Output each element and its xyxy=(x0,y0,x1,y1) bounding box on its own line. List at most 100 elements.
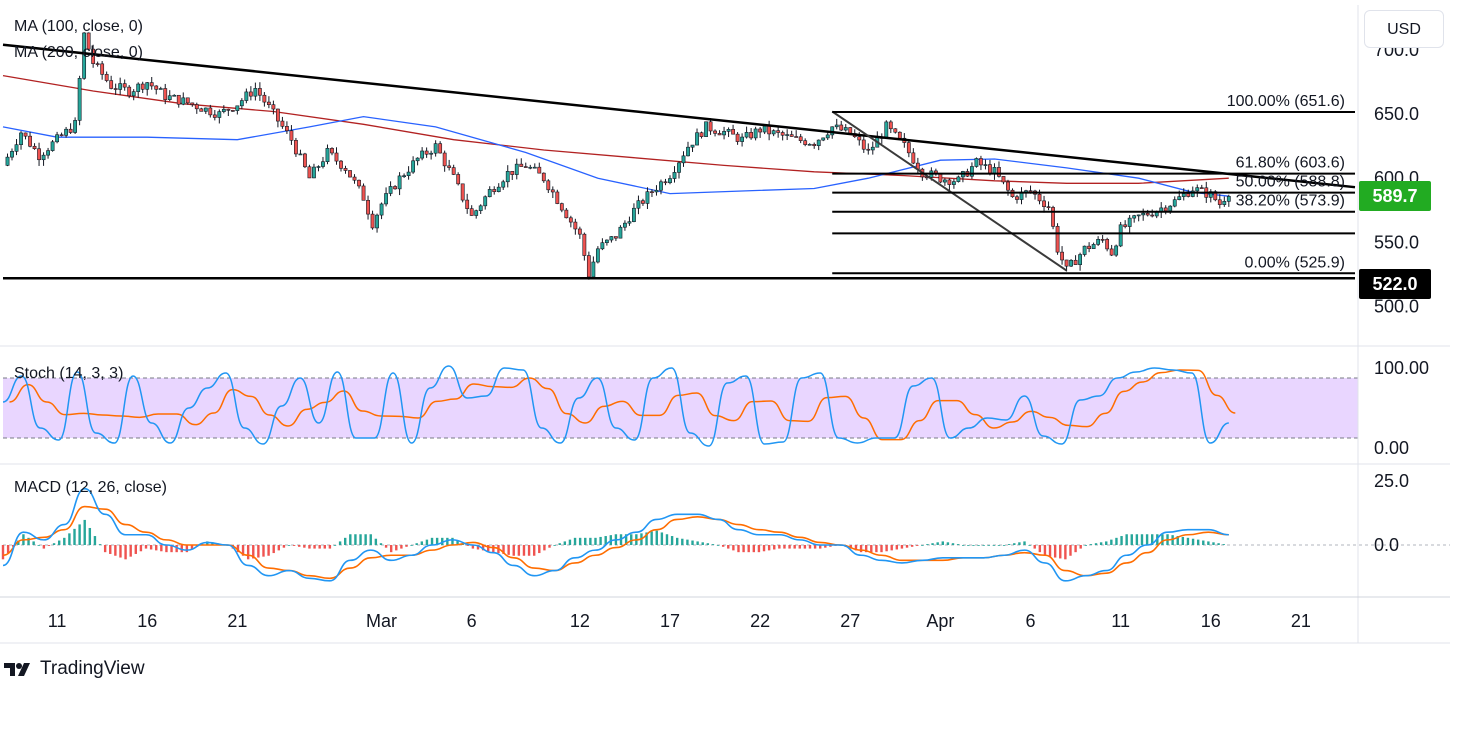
candle xyxy=(1019,187,1024,205)
candle xyxy=(627,216,632,226)
macd-histogram-bar xyxy=(369,534,372,545)
candle xyxy=(28,131,32,148)
candle-body xyxy=(573,221,578,230)
candle-body xyxy=(906,142,911,154)
candle-body xyxy=(357,179,361,187)
candle xyxy=(429,150,434,160)
candle-body xyxy=(406,171,411,176)
candle xyxy=(510,171,515,180)
macd-histogram-bar xyxy=(364,534,367,545)
candle-body xyxy=(1087,245,1092,249)
macd-histogram-bar xyxy=(875,545,878,553)
candle xyxy=(771,129,776,137)
candle-body xyxy=(866,148,871,151)
macd-histogram-bar xyxy=(292,545,296,546)
macd-histogram-bar xyxy=(655,530,658,545)
tradingview-brand[interactable]: TradingView xyxy=(4,658,145,680)
candle-body xyxy=(1123,224,1128,227)
brand-name: TradingView xyxy=(40,658,145,679)
time-axis-tick: 16 xyxy=(1201,611,1221,631)
price-pane[interactable]: 100.00% (651.6) 61.80% (603.6) 50.00% (588… xyxy=(2,32,1356,280)
macd-histogram-bar xyxy=(344,537,347,545)
candle-body xyxy=(650,191,654,193)
macd-histogram-bar xyxy=(548,545,551,548)
candle xyxy=(442,150,447,172)
macd-histogram-bar xyxy=(1202,540,1205,545)
candle-body xyxy=(776,130,781,133)
ma200-indicator-label[interactable]: MA (200, close, 0) xyxy=(14,44,143,61)
candle xyxy=(650,189,654,197)
candle xyxy=(82,32,87,80)
candle-body xyxy=(64,128,68,136)
macd-histogram-bar xyxy=(936,542,939,545)
time-axis-tick: Mar xyxy=(366,611,397,631)
stoch-indicator-label[interactable]: Stoch (14, 3, 3) xyxy=(14,365,124,382)
macd-histogram-bar xyxy=(78,524,81,545)
fib-level-label: 38.20% (573.9) xyxy=(1236,193,1345,210)
macd-histogram-bar xyxy=(757,545,761,553)
candle-body xyxy=(1078,254,1082,265)
candle-body xyxy=(677,162,681,173)
macd-histogram-bar xyxy=(379,543,383,545)
ma100-indicator-label[interactable]: MA (100, close, 0) xyxy=(14,18,143,35)
candle xyxy=(749,128,754,140)
macd-histogram-bar xyxy=(471,545,475,549)
candle xyxy=(699,131,704,139)
candle-body xyxy=(938,173,943,183)
fib-level-label: 0.00% (525.9) xyxy=(1244,254,1345,271)
macd-histogram-bar xyxy=(257,545,260,558)
candle-body xyxy=(1226,196,1231,202)
macd-histogram-bar xyxy=(435,537,439,545)
macd-histogram-bar xyxy=(476,545,480,550)
macd-histogram-bar xyxy=(977,545,980,546)
candle-body xyxy=(681,155,686,164)
stoch-pane[interactable] xyxy=(2,365,1358,447)
candle xyxy=(1024,189,1028,198)
candle-body xyxy=(384,193,388,205)
candle-body xyxy=(974,158,979,167)
candle-body xyxy=(600,242,605,250)
candle-body xyxy=(46,150,50,156)
candle xyxy=(212,110,217,121)
candle xyxy=(519,158,524,167)
macd-histogram-bar xyxy=(88,527,92,545)
candle xyxy=(37,142,41,166)
macd-histogram-bar xyxy=(527,545,531,556)
candle xyxy=(609,236,614,243)
macd-histogram-bar xyxy=(967,545,970,546)
candle-body xyxy=(339,160,343,169)
macd-histogram-bar xyxy=(272,545,275,554)
macd-histogram-bar xyxy=(951,543,955,545)
candle xyxy=(839,120,844,132)
candle-body xyxy=(591,261,596,278)
macd-histogram-bar xyxy=(298,545,301,547)
candle-body xyxy=(762,125,767,133)
macd-histogram-bar xyxy=(211,542,214,545)
macd-histogram-bar xyxy=(824,545,827,548)
candle-body xyxy=(636,200,641,209)
macd-pane[interactable] xyxy=(1,487,1450,582)
candle xyxy=(1082,245,1087,257)
candle xyxy=(686,141,690,157)
currency-button[interactable]: USD xyxy=(1364,10,1444,48)
candle xyxy=(136,82,141,98)
macd-histogram-bar xyxy=(129,545,132,557)
time-axis-tick: 22 xyxy=(750,611,770,631)
macd-histogram-bar xyxy=(573,537,577,545)
price-axis-tick: 650.0 xyxy=(1374,104,1419,124)
candle xyxy=(681,151,686,167)
macd-histogram-bar xyxy=(1002,545,1006,546)
candle-body xyxy=(1046,206,1051,208)
candle-body xyxy=(1181,193,1186,197)
macd-indicator-label[interactable]: MACD (12, 26, close) xyxy=(14,479,167,496)
candle-body xyxy=(722,131,726,136)
candle xyxy=(361,183,366,201)
candle-body xyxy=(465,199,470,209)
macd-histogram-bar xyxy=(1048,545,1052,557)
candle-body xyxy=(771,130,776,135)
macd-histogram-bar xyxy=(451,537,454,545)
candle-body xyxy=(780,132,785,136)
candle-body xyxy=(618,226,623,239)
candle xyxy=(812,142,817,149)
